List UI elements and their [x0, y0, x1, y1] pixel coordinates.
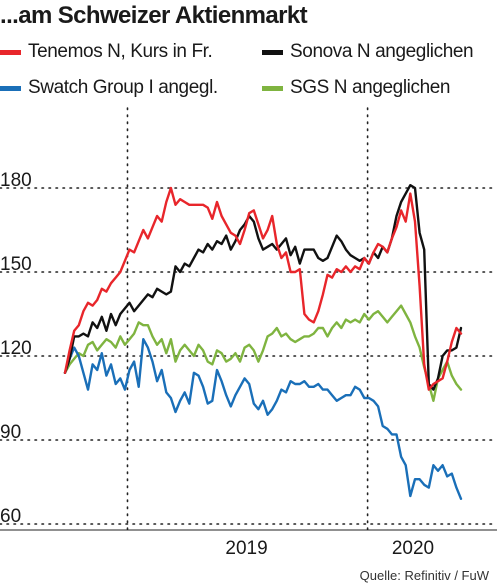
y-tick-180: 180	[0, 170, 32, 191]
legend-swatch-sgs	[262, 85, 283, 91]
legend-swatch-sonova	[262, 49, 283, 55]
series-line-sonova-n-angeglichen	[63, 183, 463, 391]
legend-item-swatch: Swatch Group I angegl.	[0, 77, 218, 99]
series-line-tenemos-n-kurs-in-fr	[63, 186, 463, 391]
y-tick-60: 60	[0, 506, 21, 527]
x-axis-labels: 2019 2020	[225, 538, 434, 559]
legend-label-tenemos: Tenemos N, Kurs in Fr.	[28, 41, 213, 62]
legend-item-tenemos: Tenemos N, Kurs in Fr.	[0, 41, 213, 63]
legend-item-sonova: Sonova N angeglichen	[262, 41, 474, 63]
x-tick-2020: 2020	[392, 538, 434, 559]
x-tick-2019: 2019	[225, 538, 267, 559]
chart-title: ...am Schweizer Aktienmarkt	[0, 2, 308, 29]
y-tick-90: 90	[0, 422, 21, 443]
series-line-swatch-group-i-angegl	[63, 338, 463, 500]
y-tick-150: 150	[0, 254, 32, 275]
legend-swatch-tenemos	[0, 49, 21, 55]
series-layer	[63, 183, 463, 500]
legend-item-sgs: SGS N angeglichen	[262, 77, 450, 99]
legend-label-sonova: Sonova N angeglichen	[290, 41, 474, 62]
y-tick-120: 120	[0, 338, 32, 359]
legend-swatch-swatch	[0, 85, 21, 91]
y-axis-labels: 60 90 120 150 180	[0, 170, 32, 527]
legend-label-sgs: SGS N angeglichen	[290, 77, 451, 98]
series-line-sgs-n-angeglichen	[63, 304, 463, 402]
legend-label-swatch: Swatch Group I angegl.	[28, 77, 218, 98]
source-note: Quelle: Refinitiv / FuW	[359, 568, 489, 583]
